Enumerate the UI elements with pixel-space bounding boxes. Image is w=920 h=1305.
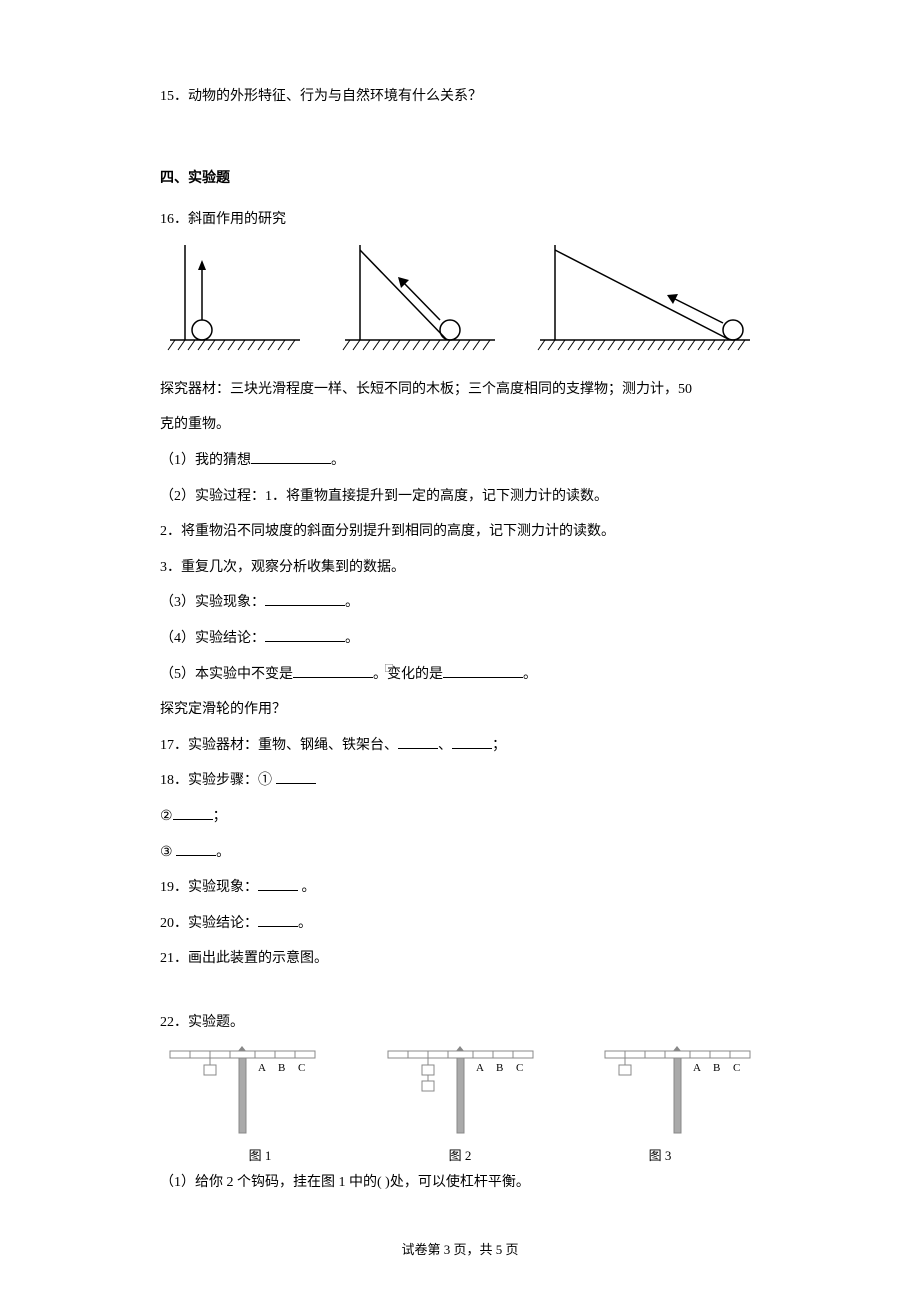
section-4-label: 四、实验题 [160,171,230,186]
q16-4-end: 。 [345,631,359,646]
blank-field[interactable] [293,664,373,678]
question-18: 18．实验步骤：① [160,764,760,798]
lever-fig1: A B C [160,1041,325,1136]
q16-text: 16．斜面作用的研究 [160,212,286,227]
blank-field[interactable] [443,664,523,678]
q15-text: 15．动物的外形特征、行为与自然环境有什么关系？ [160,89,482,104]
blank-field[interactable] [258,877,298,891]
q16-materials-text1: 探究器材：三块光滑程度一样、长短不同的木板；三个高度相同的支撑物；测力计，50 [160,382,692,397]
blank-field[interactable] [265,592,345,606]
q17a: 17．实验器材：重物、钢绳、铁架台、 [160,738,398,753]
svg-text:B: B [278,1062,285,1074]
q17b: 、 [438,738,452,753]
question-20: 20．实验结论： 。 [160,907,760,941]
q16-4-label: （4）实验结论： [160,631,265,646]
q16-sub5: （5）本实验中不变是 。变化的是 。 [160,658,760,692]
blank-field[interactable] [258,913,298,927]
q19a: 19．实验现象： [160,880,258,895]
q16-5b: 。变化的是 [373,667,443,682]
q18-3-text: ③ [160,845,176,860]
q16-sub3: （3）实验现象： 。 [160,586,760,620]
q16-step2-text: 2．将重物沿不同坡度的斜面分别提升到相同的高度，记下测力计的读数。 [160,524,615,539]
q16-pulley-text: 探究定滑轮的作用？ [160,702,286,717]
fig3-caption: 图 3 [560,1140,760,1171]
q18-2-end: ； [213,809,227,824]
q21-text: 21．画出此装置的示意图。 [160,951,328,966]
q16-step3-text: 3．重复几次，观察分析收集到的数据。 [160,560,405,575]
lever-fig3: A B C [595,1041,760,1136]
q16-sub1: （1）我的猜想 。 [160,444,760,478]
q16-3-end: 。 [345,595,359,610]
footer-text: 试卷第 3 页，共 5 页 [401,1242,518,1257]
q16-5a: （5）本实验中不变是 [160,667,293,682]
lever-fig2: A B C [378,1041,543,1136]
question-21: 21．画出此装置的示意图。 [160,942,760,976]
q18-step3: ③ 。 [160,836,760,870]
blank-field[interactable] [173,806,213,820]
blank-field[interactable] [176,842,216,856]
q18-2-text: ② [160,809,173,824]
q16-materials-line2: 克的重物。 [160,408,760,442]
q16-step3: 3．重复几次，观察分析收集到的数据。 [160,551,760,585]
q16-pulley: 探究定滑轮的作用？ [160,693,760,727]
q22-text: 22．实验题。 [160,1015,244,1030]
fig1-caption: 图 1 [160,1140,360,1171]
q18-text: 18．实验步骤：① [160,773,276,788]
svg-text:A: A [476,1062,484,1074]
fig2-caption: 图 2 [360,1140,560,1171]
blank-field[interactable] [265,628,345,642]
section-4-title: 四、实验题 [160,162,760,196]
blank-field[interactable] [276,770,316,784]
q16-step2: 2．将重物沿不同坡度的斜面分别提升到相同的高度，记下测力计的读数。 [160,515,760,549]
q16-1-label: （1）我的猜想 [160,453,251,468]
q22-sub1: （1）给你 2 个钩码，挂在图 1 中的( )处，可以使杠杆平衡。 [160,1172,760,1194]
q16-materials-text2: 克的重物。 [160,417,230,432]
question-19: 19．实验现象： 。 [160,871,760,905]
q22-1-text: （1）给你 2 个钩码，挂在图 1 中的( )处，可以使杠杆平衡。 [160,1175,530,1190]
svg-text:C: C [516,1062,523,1074]
question-15: 15．动物的外形特征、行为与自然环境有什么关系？ [160,80,760,114]
q16-1-end: 。 [331,453,345,468]
ramp-diagrams [160,245,760,355]
q20a: 20．实验结论： [160,916,258,931]
q16-5c: 。 [523,667,537,682]
question-16: 16．斜面作用的研究 [160,203,760,237]
question-17: 17．实验器材：重物、钢绳、铁架台、 、 ； [160,729,760,763]
question-22: 22．实验题。 [160,1006,760,1040]
q19b: 。 [298,880,316,895]
q16-3-label: （3）实验现象： [160,595,265,610]
q20b: 。 [298,916,312,931]
diagram-vertical-lift [160,245,310,355]
svg-text:A: A [258,1062,266,1074]
page-footer: 试卷第 3 页，共 5 页 [160,1234,760,1265]
svg-text:C: C [298,1062,305,1074]
q16-2-text: （2）实验过程：1．将重物直接提升到一定的高度，记下测力计的读数。 [160,489,608,504]
svg-text:B: B [713,1062,720,1074]
blank-field[interactable] [251,450,331,464]
q16-materials-line1: 探究器材：三块光滑程度一样、长短不同的木板；三个高度相同的支撑物；测力计，50 [160,373,760,407]
marker-icon [385,652,393,660]
lever-diagrams: A B C A B C A B C [160,1041,760,1136]
blank-field[interactable] [452,735,492,749]
q16-sub2: （2）实验过程：1．将重物直接提升到一定的高度，记下测力计的读数。 [160,480,760,514]
q17c: ； [492,738,506,753]
diagram-steep-ramp [335,245,505,355]
q18-step2: ②； [160,800,760,834]
svg-text:B: B [496,1062,503,1074]
svg-text:A: A [693,1062,701,1074]
q18-3-end: 。 [216,845,230,860]
svg-text:C: C [733,1062,740,1074]
blank-field[interactable] [398,735,438,749]
lever-captions: 图 1 图 2 图 3 [160,1140,760,1171]
q16-sub4: （4）实验结论： 。 [160,622,760,656]
diagram-shallow-ramp [530,245,760,355]
